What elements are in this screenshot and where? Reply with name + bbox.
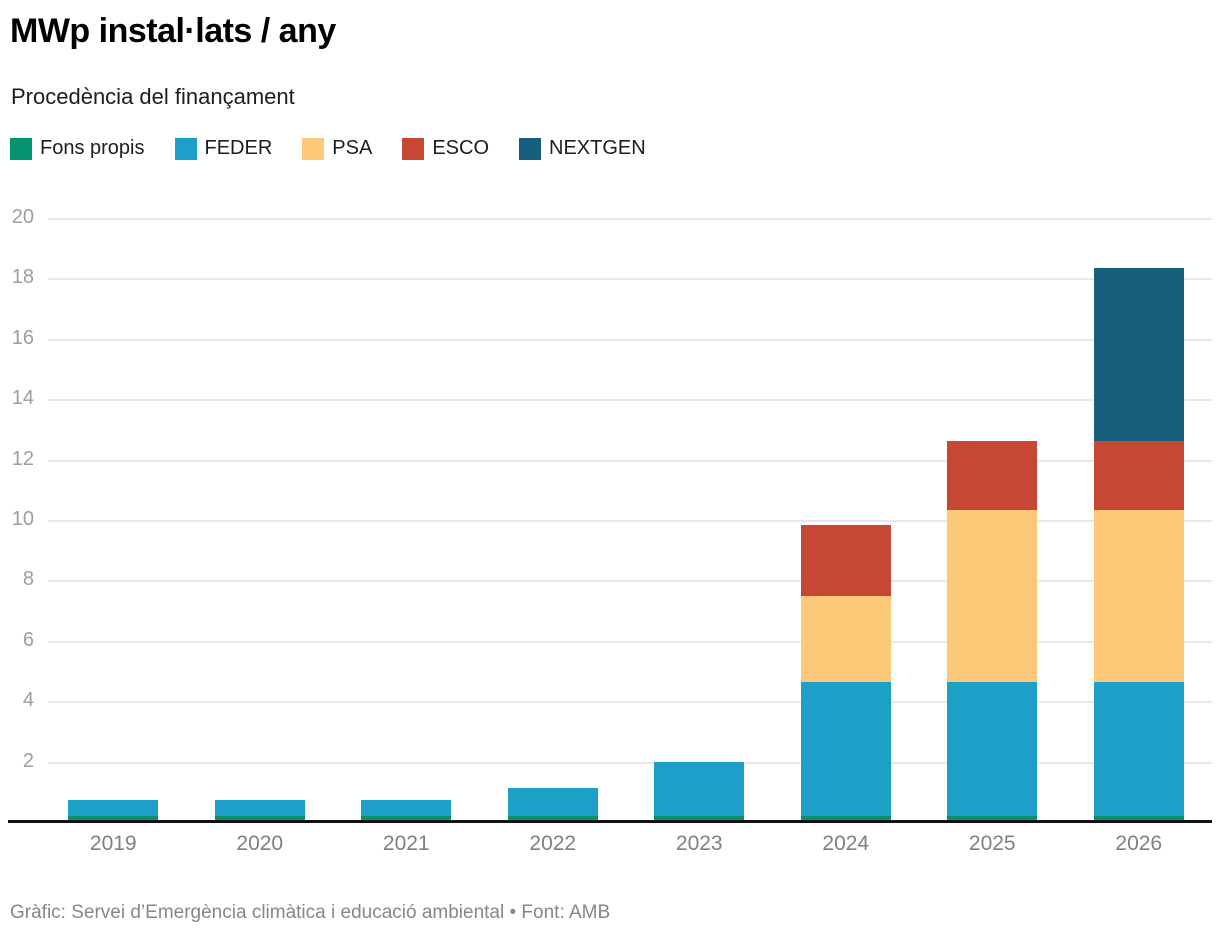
bar-segment-2023-feder[interactable] (654, 762, 745, 817)
gridline-14 (48, 399, 1212, 402)
bar-segment-2025-fons-propis[interactable] (947, 816, 1038, 821)
bar-segment-2026-nextgen[interactable] (1093, 268, 1184, 441)
legend-label: PSA (332, 137, 373, 159)
bar-segment-2019-fons-propis[interactable] (68, 816, 159, 821)
x-label-2022: 2022 (529, 832, 577, 855)
bar-segment-2026-feder[interactable] (1093, 682, 1184, 817)
gridline-12 (48, 459, 1212, 462)
bar-segment-2025-feder[interactable] (947, 682, 1038, 817)
bar-segment-2026-psa[interactable] (1093, 509, 1184, 683)
bar-segment-2022-feder[interactable] (507, 787, 598, 817)
x-label-2020: 2020 (236, 832, 284, 855)
legend-swatch-icon (10, 137, 32, 160)
bar-segment-2024-feder[interactable] (800, 682, 891, 817)
bar-segment-2024-psa[interactable] (800, 596, 891, 683)
attribution-footer: Gràfic: Servei d’Emergència climàtica i … (10, 902, 611, 923)
x-axis-line (8, 820, 1212, 823)
bar-segment-2021-fons-propis[interactable] (361, 816, 452, 821)
y-tick-label-20: 20 (11, 206, 34, 228)
gridline-18 (48, 278, 1212, 281)
y-tick-label-12: 12 (11, 447, 34, 470)
gridline-8 (48, 580, 1212, 583)
legend-label: ESCO (432, 137, 490, 159)
x-label-2019: 2019 (89, 832, 137, 855)
bar-2020[interactable] (214, 799, 305, 821)
y-tick-label-16: 16 (11, 326, 34, 349)
legend-label: NEXTGEN (549, 137, 646, 159)
legend-item-nextgen: NEXTGEN (519, 137, 646, 160)
plot-area: 2 4 6 8 10 12 14 16 18 20 (8, 206, 1212, 823)
bar-2019[interactable] (68, 799, 159, 821)
y-tick-label-10: 10 (11, 508, 34, 530)
bar-segment-2023-fons-propis[interactable] (654, 816, 745, 821)
x-label-2025: 2025 (968, 832, 1016, 855)
legend-item-psa: PSA (302, 137, 372, 160)
x-label-2024: 2024 (822, 832, 870, 855)
bar-segment-2020-fons-propis[interactable] (214, 816, 305, 821)
bar-2025[interactable] (947, 440, 1038, 821)
bar-segment-2025-esco[interactable] (947, 440, 1038, 510)
legend-swatch-icon (402, 137, 425, 160)
y-tick-label-6: 6 (22, 628, 34, 651)
bar-segment-2020-feder[interactable] (214, 799, 305, 817)
bar-segment-2026-esco[interactable] (1093, 440, 1184, 510)
gridline-4 (48, 701, 1212, 704)
gridline-2 (48, 761, 1212, 764)
bar-segment-2022-fons-propis[interactable] (507, 816, 598, 821)
legend-label: FEDER (204, 137, 273, 159)
gridline-10 (48, 520, 1212, 522)
bar-2022[interactable] (507, 787, 598, 821)
y-tick-label-4: 4 (22, 689, 34, 712)
bar-segment-2019-feder[interactable] (68, 799, 159, 817)
page-title: MWp instal·lats / any (10, 12, 336, 50)
bar-2026[interactable] (1093, 268, 1184, 821)
y-tick-label-2: 2 (22, 749, 34, 772)
chart-subtitle: Procedència del finançament (11, 84, 295, 109)
x-label-2026: 2026 (1115, 832, 1163, 855)
gridline-20 (48, 218, 1212, 220)
legend-item-feder: FEDER (174, 137, 273, 160)
bar-segment-2024-esco[interactable] (800, 525, 891, 597)
legend-swatch-icon (519, 137, 542, 160)
legend-swatch-icon (174, 137, 197, 160)
bar-2021[interactable] (361, 799, 452, 821)
y-tick-label-14: 14 (11, 387, 34, 410)
legend: Fons propis FEDER PSA ESCO NEXTGEN (10, 137, 646, 160)
y-tick-label-8: 8 (22, 568, 34, 591)
bar-2024[interactable] (800, 525, 891, 821)
y-tick-label-18: 18 (11, 266, 34, 289)
bar-2023[interactable] (654, 762, 745, 821)
legend-label: Fons propis (40, 137, 145, 159)
legend-item-esco: ESCO (402, 137, 489, 160)
legend-item-fons-propis: Fons propis (10, 137, 145, 160)
bar-segment-2024-fons-propis[interactable] (800, 816, 891, 821)
bar-segment-2025-psa[interactable] (947, 509, 1038, 683)
x-label-2023: 2023 (675, 832, 723, 855)
x-axis-labels: 2019 2020 2021 2022 2023 2024 2025 2026 (8, 832, 1212, 862)
bar-segment-2026-fons-propis[interactable] (1093, 816, 1184, 821)
gridline-6 (48, 640, 1212, 643)
bar-segment-2021-feder[interactable] (361, 799, 452, 817)
x-label-2021: 2021 (382, 832, 430, 855)
legend-swatch-icon (302, 137, 325, 160)
gridline-16 (48, 338, 1212, 341)
